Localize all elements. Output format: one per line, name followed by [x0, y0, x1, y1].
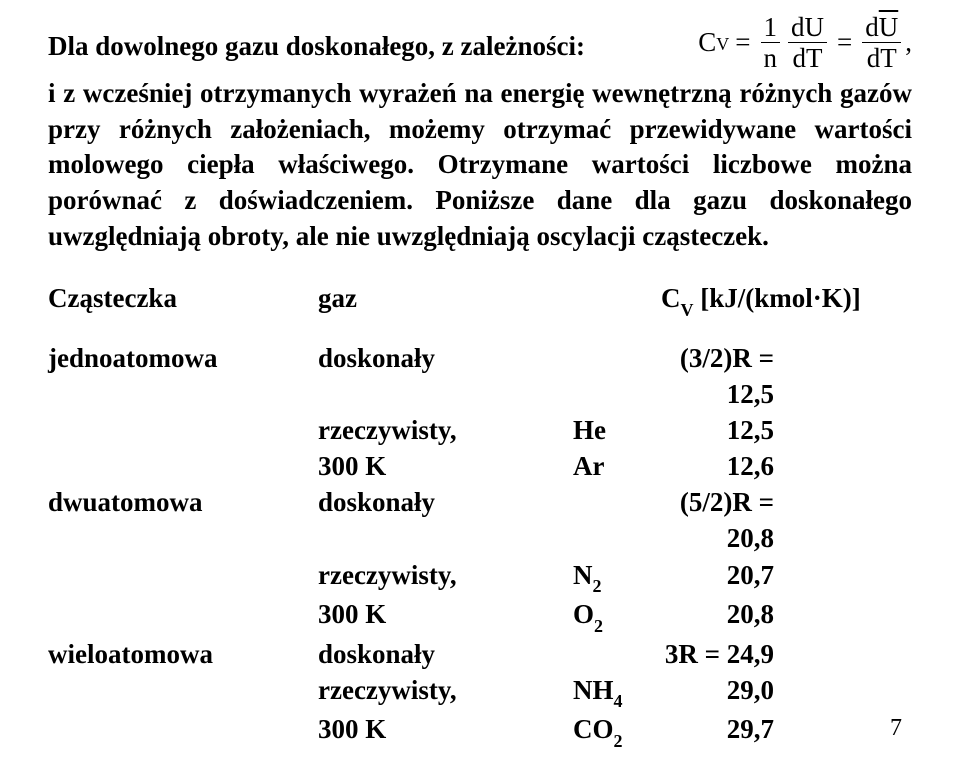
table-row: rzeczywisty, N2 20,7 — [48, 557, 912, 597]
eq-frac-1: 1 n — [761, 14, 781, 72]
row3-c3: (5/2)R = 20,8 — [661, 484, 912, 556]
table-row: 300 K O2 20,8 — [48, 596, 912, 636]
row0-c3: (3/2)R = 12,5 — [661, 340, 912, 412]
row7-c3: 29,0 — [661, 672, 912, 712]
row0-c2b — [573, 340, 661, 412]
row5-c2b: O2 — [573, 596, 661, 636]
table-header-c1: Cząsteczka — [48, 280, 318, 320]
row7-c2: rzeczywisty, — [318, 672, 573, 712]
row3-c1: dwuatomowa — [48, 484, 318, 556]
row7-c1 — [48, 672, 318, 712]
row6-c2b — [573, 636, 661, 672]
eq-lhs-C: C — [698, 25, 716, 61]
eq-lhs-sub: V — [716, 33, 729, 57]
eq-frac1-num: 1 — [761, 14, 781, 43]
cv-table: Cząsteczka gaz CV [kJ/(kmol·K)] jednoato… — [48, 280, 912, 751]
table-header-c2b — [573, 280, 661, 320]
row8-c1 — [48, 711, 318, 751]
row8-c3: 29,7 — [661, 711, 912, 751]
eq-frac2-den: dT — [790, 43, 826, 72]
eq-frac1-den: n — [761, 43, 781, 72]
row4-c2b: N2 — [573, 557, 661, 597]
eq-frac2-num: dU — [788, 14, 827, 43]
row7-c2b: NH4 — [573, 672, 661, 712]
table-row: wieloatomowa doskonały 3R = 24,9 — [48, 636, 912, 672]
row4-c3: 20,7 — [661, 557, 912, 597]
table-row: 300 K Ar 12,6 — [48, 448, 912, 484]
table-row: rzeczywisty, He 12,5 — [48, 412, 912, 448]
row2-c2b: Ar — [573, 448, 661, 484]
eq-equals-2: = — [837, 25, 852, 61]
eq-frac3-num: dU — [862, 14, 901, 43]
row3-c2b — [573, 484, 661, 556]
row1-c2b: He — [573, 412, 661, 448]
eq-frac3-den: dT — [864, 43, 900, 72]
row3-c2: doskonały — [318, 484, 573, 556]
table-row: jednoatomowa doskonały (3/2)R = 12,5 — [48, 340, 912, 412]
row8-c2: 300 K — [318, 711, 573, 751]
body-paragraph: i z wcześniej otrzymanych wyrażeń na ene… — [48, 76, 912, 254]
row2-c2: 300 K — [318, 448, 573, 484]
page-number: 7 — [890, 713, 902, 745]
row4-c2: rzeczywisty, — [318, 557, 573, 597]
row8-c2b: CO2 — [573, 711, 661, 751]
eq-equals-1: = — [735, 25, 750, 61]
intro-lead-text: Dla dowolnego gazu doskonałego, z zależn… — [48, 29, 585, 65]
intro-line: Dla dowolnego gazu doskonałego, z zależn… — [48, 18, 912, 76]
row0-c1: jednoatomowa — [48, 340, 318, 412]
row2-c1 — [48, 448, 318, 484]
row1-c1 — [48, 412, 318, 448]
table-row: rzeczywisty, NH4 29,0 — [48, 672, 912, 712]
table-header-c3: CV [kJ/(kmol·K)] — [661, 280, 912, 320]
row2-c3: 12,6 — [661, 448, 912, 484]
eq-frac-3: dU dT — [862, 14, 901, 72]
eq-frac-2: dU dT — [788, 14, 827, 72]
row5-c1 — [48, 596, 318, 636]
row6-c2: doskonały — [318, 636, 573, 672]
row6-c3: 3R = 24,9 — [661, 636, 912, 672]
document-page: Dla dowolnego gazu doskonałego, z zależn… — [0, 0, 960, 759]
eq-trailing-comma: , — [905, 25, 912, 61]
row6-c1: wieloatomowa — [48, 636, 318, 672]
row5-c2: 300 K — [318, 596, 573, 636]
row4-c1 — [48, 557, 318, 597]
equation: CV = 1 n dU dT = dU dT , — [698, 14, 912, 72]
row1-c2: rzeczywisty, — [318, 412, 573, 448]
row1-c3: 12,5 — [661, 412, 912, 448]
table-row: 300 K CO2 29,7 — [48, 711, 912, 751]
table-header-row: Cząsteczka gaz CV [kJ/(kmol·K)] — [48, 280, 912, 320]
table-row: dwuatomowa doskonały (5/2)R = 20,8 — [48, 484, 912, 556]
row5-c3: 20,8 — [661, 596, 912, 636]
table-header-c2: gaz — [318, 280, 573, 320]
row0-c2: doskonały — [318, 340, 573, 412]
